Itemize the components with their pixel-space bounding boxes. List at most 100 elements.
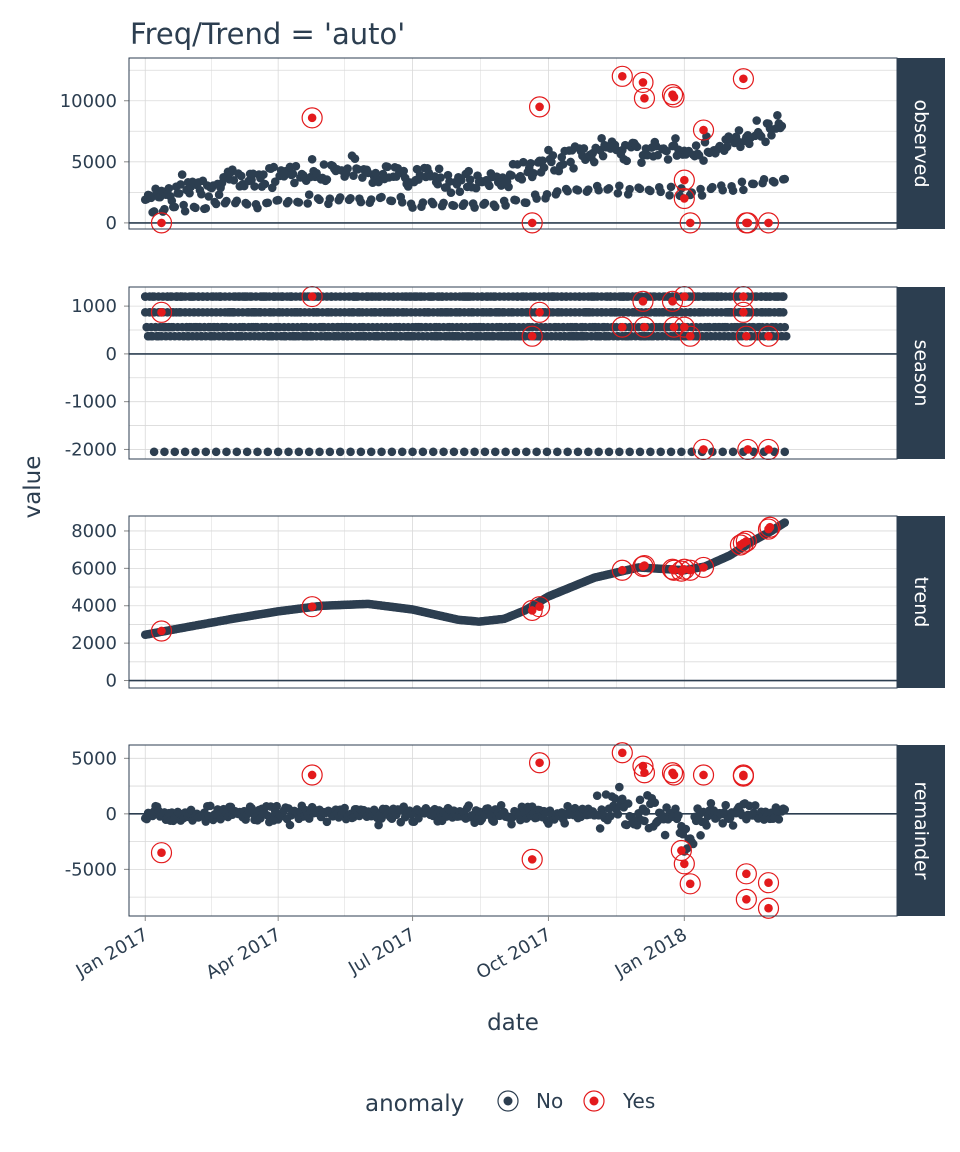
anomaly-ring [150, 620, 173, 642]
data-point [197, 189, 206, 199]
anomaly-point [680, 292, 689, 301]
anomaly-ring [611, 559, 633, 581]
anomaly-point [157, 218, 166, 228]
data-point [699, 156, 708, 165]
anomaly-points [150, 65, 780, 234]
anomaly-ring [611, 316, 633, 338]
data-point [176, 180, 185, 189]
data-point [353, 165, 363, 174]
data-point [303, 199, 313, 208]
anomaly-point [764, 878, 773, 887]
data-point [439, 447, 448, 457]
data-point [449, 201, 459, 211]
data-point [149, 207, 159, 216]
anomaly-ring [757, 872, 780, 894]
data-point [656, 447, 665, 457]
data-point [397, 198, 407, 207]
legend-key-no [497, 1090, 519, 1112]
data-point [229, 175, 239, 185]
data-point [781, 331, 791, 341]
panel-trend: 0 2000 4000 6000 8000 trend [71, 515, 945, 692]
legend: anomaly No Yes [365, 1089, 655, 1117]
data-point [573, 186, 583, 195]
anomaly-point [307, 113, 317, 123]
anomaly-point [742, 331, 751, 341]
y-tick-label: -2000 [65, 439, 117, 460]
anomaly-point [739, 74, 748, 84]
anomaly-point [535, 602, 544, 611]
data-point [774, 815, 784, 824]
data-point [650, 798, 660, 807]
data-point [563, 447, 572, 457]
anomaly-ring [661, 84, 684, 106]
data-point [284, 447, 293, 457]
x-tick-label: Jan 2018 [611, 924, 691, 982]
data-point [501, 447, 510, 457]
anomaly-point [764, 331, 773, 341]
data-point [160, 204, 169, 214]
y-tick-label: 0 [106, 804, 117, 825]
data-point [598, 151, 608, 161]
anomaly-point [739, 308, 748, 317]
data-point [315, 447, 324, 457]
anomaly-point [617, 748, 627, 758]
data-point [653, 150, 663, 160]
data-point [377, 192, 386, 202]
data-point [164, 184, 174, 193]
data-point [242, 447, 252, 457]
anomaly-point [535, 308, 544, 317]
data-point [485, 181, 494, 191]
data-point [307, 154, 317, 164]
anomaly-ring [757, 212, 780, 234]
data-point [335, 193, 345, 202]
data-point [718, 819, 728, 828]
anomaly-point [669, 770, 679, 780]
data-point [511, 447, 521, 457]
data-point [688, 839, 698, 849]
anomaly-ring [528, 752, 551, 774]
data-point [211, 199, 221, 209]
data-point [671, 804, 680, 814]
data-point [180, 447, 190, 457]
data-point [340, 803, 349, 813]
data-point [455, 187, 465, 196]
data-point [519, 157, 528, 167]
anomaly-ring [679, 559, 701, 581]
anomaly-points [150, 516, 781, 642]
data-point [214, 190, 224, 199]
data-point [604, 447, 614, 457]
anomaly-ring [735, 863, 757, 885]
data-point [356, 197, 366, 207]
y-tick-label: 6000 [71, 558, 117, 579]
data-point [718, 447, 728, 457]
anomaly-ring [692, 764, 715, 786]
data-point [343, 164, 352, 173]
data-point [529, 168, 538, 178]
data-point [185, 188, 194, 198]
anomaly-ring [301, 596, 323, 618]
data-point [490, 447, 500, 457]
legend-key-yes [583, 1090, 605, 1112]
legend-label-no: No [536, 1089, 563, 1113]
anomaly-point [638, 78, 648, 87]
anomaly-ring [521, 212, 543, 234]
y-tick-label: 0 [106, 213, 117, 234]
data-point [553, 447, 562, 457]
data-point [322, 817, 332, 827]
data-point [637, 158, 646, 167]
legend-label-yes: Yes [622, 1089, 655, 1113]
anomaly-ring [735, 888, 757, 910]
data-point [288, 169, 298, 179]
anomaly-point [640, 322, 649, 332]
data-point [507, 171, 516, 180]
data-point [728, 186, 738, 195]
data-point [253, 447, 262, 457]
data-point [177, 170, 187, 179]
panel-background [129, 516, 897, 688]
anomaly-point [677, 846, 686, 855]
data-point [490, 202, 500, 212]
data-point [579, 144, 589, 153]
y-tick-label: 8000 [71, 521, 117, 542]
data-point [594, 185, 603, 195]
